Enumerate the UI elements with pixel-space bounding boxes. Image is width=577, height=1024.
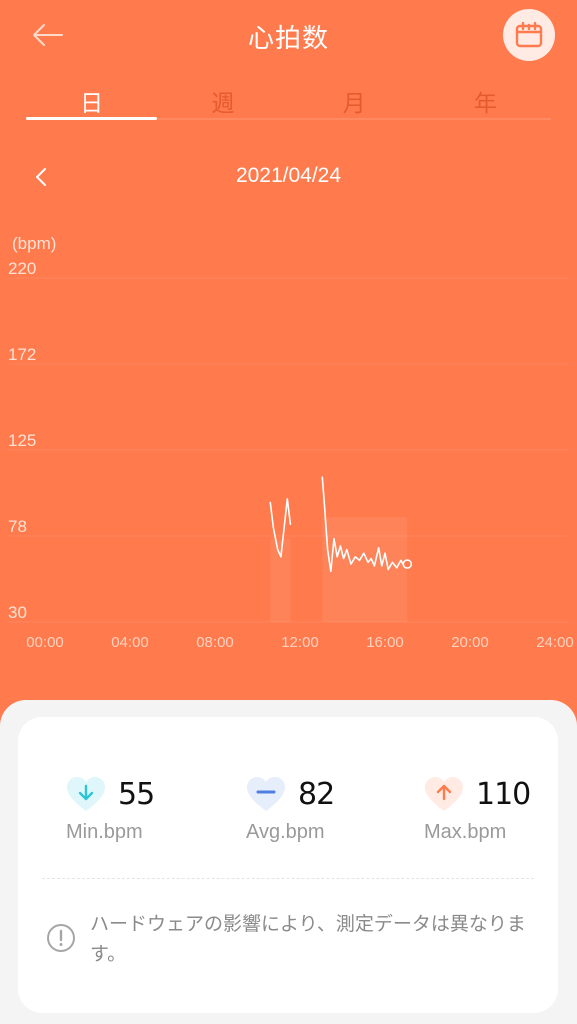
series-area <box>322 517 408 622</box>
max-label: Max.bpm <box>424 821 507 843</box>
x-tick-label: 20:00 <box>451 634 489 651</box>
latest-reading-point[interactable] <box>402 559 413 569</box>
series-area <box>270 538 291 622</box>
app-header: 心拍数 <box>0 0 577 72</box>
avg-value: 82 <box>298 777 335 812</box>
x-tick-label: 12:00 <box>281 634 319 651</box>
info-icon <box>47 924 75 952</box>
previous-date-button[interactable] <box>26 162 56 192</box>
divider <box>42 878 534 879</box>
arrow-up-icon <box>425 777 463 811</box>
measurement-notice: ハードウェアの影響により、測定データは異なります。 <box>90 913 526 965</box>
arrow-down-icon <box>67 777 105 811</box>
avg-label: Avg.bpm <box>246 821 325 843</box>
page-title: 心拍数 <box>247 24 329 54</box>
x-tick-label: 24:00 <box>536 634 574 651</box>
chevron-left-icon <box>36 168 46 186</box>
calendar-button[interactable] <box>503 9 555 61</box>
tab-year[interactable]: 年 <box>473 91 497 117</box>
minus-icon <box>247 777 285 811</box>
summary-card: 55 Min.bpm 82 Avg.bpm 110 Max.bpm ハードウェア… <box>18 717 558 1013</box>
tab-day[interactable]: 日 <box>26 80 158 120</box>
x-tick-label: 08:00 <box>196 634 234 651</box>
y-tick-label: 78 <box>8 517 27 536</box>
y-tick-label: 125 <box>8 431 36 450</box>
tab-month[interactable]: 月 <box>342 91 366 117</box>
max-value: 110 <box>476 777 531 812</box>
heart-rate-chart-svg: (bpm) 220 172 125 78 30 00:00 04:00 08:00 12:00… <box>8 234 574 651</box>
x-tick-label: 04:00 <box>111 634 149 651</box>
avg-stat: 82 Avg.bpm <box>246 777 406 857</box>
period-tabs: 日 週 月 年 <box>26 80 551 120</box>
heart-rate-line <box>269 498 292 558</box>
max-stat: 110 Max.bpm <box>424 777 577 857</box>
y-axis-label: (bpm) <box>12 234 56 253</box>
calendar-icon <box>515 22 543 48</box>
arrow-left-icon <box>33 24 63 46</box>
y-tick-label: 220 <box>8 259 36 278</box>
y-tick-label: 172 <box>8 345 36 364</box>
min-stat: 55 Min.bpm <box>66 777 226 857</box>
y-tick-label: 30 <box>8 603 27 622</box>
tab-week[interactable]: 週 <box>211 91 235 117</box>
x-tick-label: 00:00 <box>26 634 64 651</box>
x-tick-label: 16:00 <box>366 634 404 651</box>
min-value: 55 <box>118 777 155 812</box>
min-label: Min.bpm <box>66 821 143 843</box>
back-button[interactable] <box>28 20 68 50</box>
heart-rate-line <box>321 476 409 573</box>
date-navigation: 2021/04/24 <box>0 160 577 196</box>
heart-rate-chart: (bpm) 220 172 125 78 30 00:00 04:00 08:00 12:00… <box>0 220 577 660</box>
current-date: 2021/04/24 <box>235 164 342 187</box>
